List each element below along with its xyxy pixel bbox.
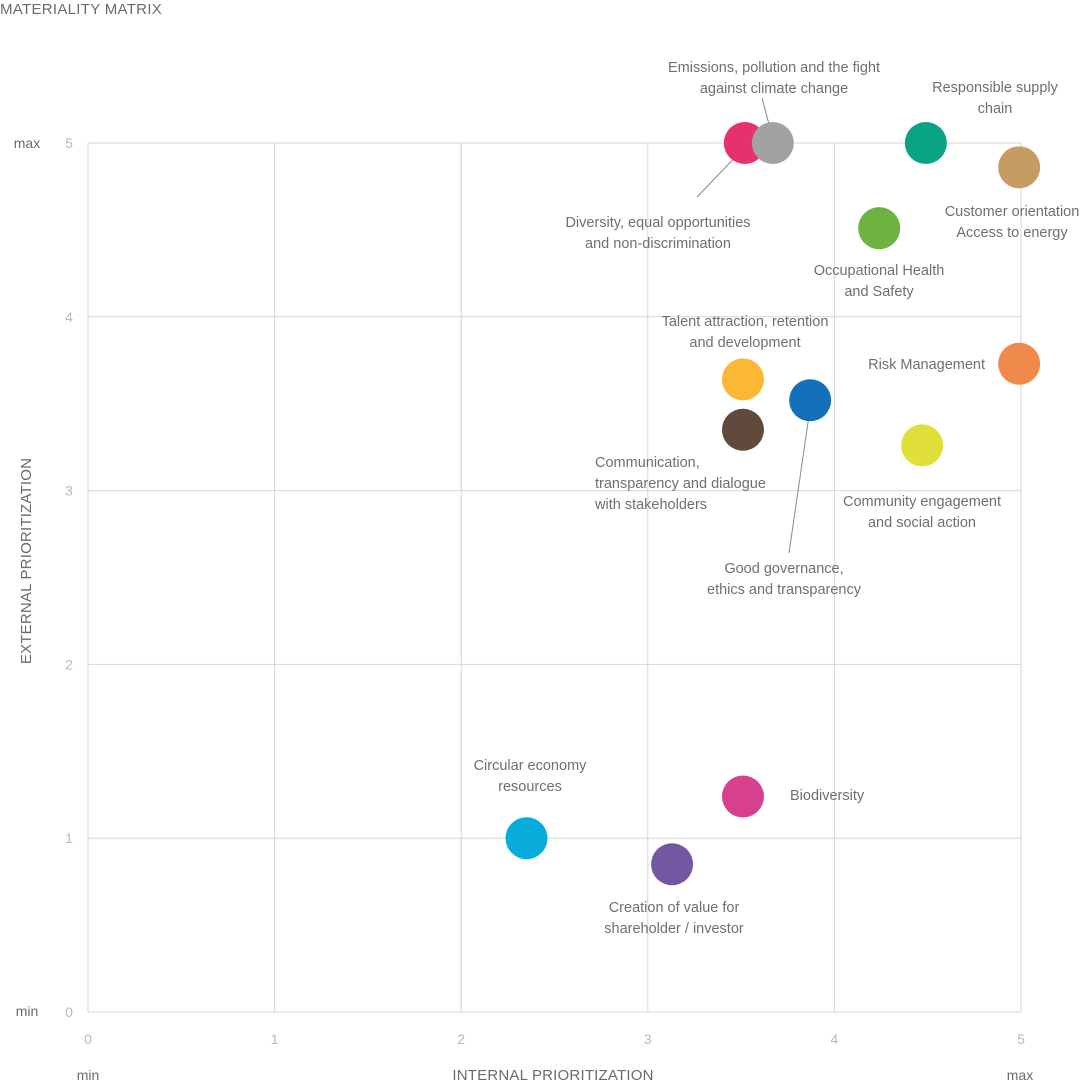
- point-label-emissions: Emissions, pollution and the fight agains…: [668, 60, 880, 97]
- point-label-talent: Talent attraction, retention and developm…: [662, 314, 829, 351]
- point-label-line: chain: [978, 101, 1013, 117]
- y-tick-label: 1: [65, 830, 73, 846]
- point-risk-management: [998, 342, 1041, 385]
- point-label-line: resources: [498, 779, 562, 795]
- point-label-line: Access to energy: [956, 225, 1068, 241]
- y-max-label: max: [14, 135, 40, 151]
- y-tick-label: 4: [65, 309, 73, 325]
- point-label-line: shareholder / investor: [604, 921, 744, 937]
- grid: [87, 142, 1022, 1013]
- point-circular-economy: [505, 817, 548, 860]
- x-tick-label: 4: [831, 1031, 839, 1047]
- point-label-line: Responsible supply: [932, 80, 1058, 96]
- point-label-line: and development: [689, 335, 800, 351]
- axis-ticks: 0 1 2 3 4 5 0 1 2 3 4 5: [65, 135, 1025, 1047]
- y-tick-label: 2: [65, 656, 73, 672]
- point-label-line: Risk Management: [868, 357, 985, 373]
- point-emissions: [751, 122, 794, 164]
- point-label-diversity: Diversity, equal opportunities and non-di…: [565, 215, 750, 252]
- point-label-line: ethics and transparency: [707, 582, 862, 598]
- point-label-risk-management: Risk Management: [868, 357, 985, 373]
- point-biodiversity: [721, 775, 764, 818]
- x-tick-label: 1: [271, 1031, 279, 1047]
- point-label-line: Customer orientation: [945, 204, 1080, 220]
- point-label-governance: Good governance, ethics and transparency: [707, 561, 862, 598]
- y-min-label: min: [16, 1003, 39, 1019]
- point-label-line: Circular economy: [474, 758, 588, 774]
- chart-title: MATERIALITY MATRIX: [0, 1, 162, 18]
- point-label-biodiversity: Biodiversity: [790, 788, 865, 804]
- point-label-line: and social action: [868, 515, 976, 531]
- point-label-line: Biodiversity: [790, 788, 865, 804]
- point-label-supply-chain: Responsible supply chain: [932, 80, 1058, 117]
- point-customer-orientation: [998, 146, 1041, 189]
- point-label-line: Diversity, equal opportunities: [565, 215, 750, 231]
- point-label-community: Community engagement and social action: [843, 494, 1001, 531]
- point-health-safety: [858, 207, 901, 250]
- point-label-line: Good governance,: [724, 561, 843, 577]
- point-label-circular-economy: Circular economy resources: [474, 758, 588, 795]
- leader-line-governance: [788, 401, 812, 554]
- point-label-line: Occupational Health: [814, 263, 945, 279]
- point-communication: [721, 408, 764, 451]
- x-tick-label: 5: [1017, 1031, 1025, 1047]
- x-tick-label: 3: [644, 1031, 652, 1047]
- point-supply-chain: [904, 122, 947, 164]
- point-label-line: Talent attraction, retention: [662, 314, 829, 330]
- data-points: [505, 122, 1041, 886]
- point-label-line: Communication,: [595, 455, 700, 471]
- point-label-communication: Communication, transparency and dialogue w…: [594, 455, 766, 513]
- y-tick-label: 3: [65, 483, 73, 499]
- point-label-line: Creation of value for: [609, 900, 740, 916]
- y-tick-label: 5: [65, 135, 73, 151]
- y-tick-label: 0: [65, 1004, 73, 1020]
- x-max-label: max: [1007, 1067, 1033, 1083]
- point-label-health-safety: Occupational Health and Safety: [814, 263, 945, 300]
- point-labels: Diversity, equal opportunities and non-di…: [474, 60, 1080, 937]
- point-label-line: and Safety: [844, 284, 914, 300]
- point-label-customer-orientation: Customer orientation Access to energy: [945, 204, 1080, 241]
- point-label-line: with stakeholders: [594, 497, 707, 513]
- point-shareholder-value: [651, 843, 694, 886]
- x-min-label: min: [77, 1067, 100, 1083]
- point-label-line: Emissions, pollution and the fight: [668, 60, 880, 76]
- x-tick-label: 0: [84, 1031, 92, 1047]
- point-label-shareholder-value: Creation of value for shareholder / inves…: [604, 900, 744, 937]
- x-axis-title: INTERNAL PRIORITIZATION: [452, 1067, 653, 1084]
- point-label-line: transparency and dialogue: [595, 476, 766, 492]
- y-axis-title: EXTERNAL PRIORITIZATION: [18, 458, 35, 664]
- x-tick-label: 2: [457, 1031, 465, 1047]
- point-community: [901, 424, 944, 467]
- point-talent: [721, 358, 764, 401]
- point-label-line: Community engagement: [843, 494, 1001, 510]
- point-governance: [789, 379, 832, 422]
- point-label-line: against climate change: [700, 81, 848, 97]
- point-label-line: and non-discrimination: [585, 236, 731, 252]
